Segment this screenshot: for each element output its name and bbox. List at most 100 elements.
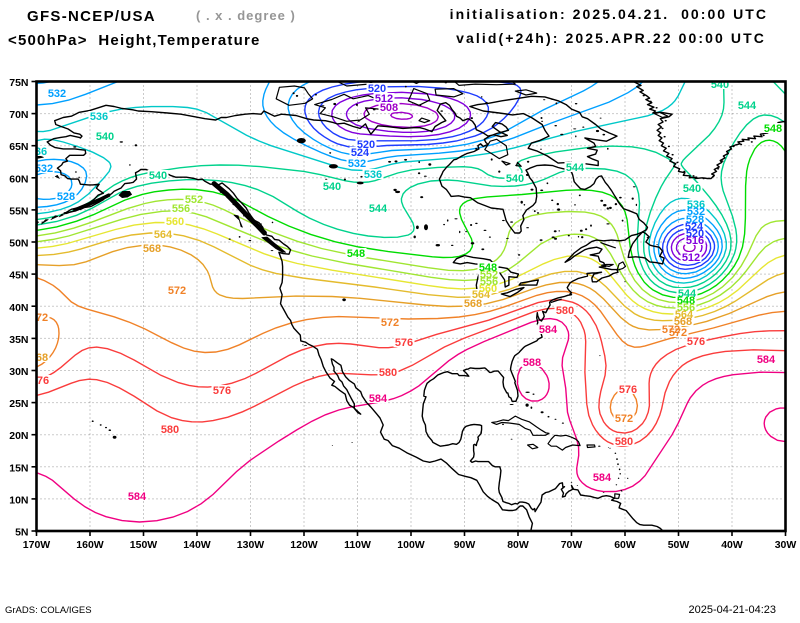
svg-text:564: 564 [675,309,694,321]
svg-text:130W: 130W [237,539,265,551]
svg-text:552: 552 [185,194,203,206]
svg-text:584: 584 [128,491,147,503]
svg-text:20N: 20N [9,430,28,442]
svg-text:572: 572 [662,324,680,336]
svg-text:532: 532 [687,206,705,218]
svg-text:560: 560 [479,283,497,295]
svg-text:580: 580 [556,305,574,317]
svg-text:60N: 60N [9,173,28,185]
svg-text:528: 528 [686,214,704,226]
svg-text:2025-04-21-04:23: 2025-04-21-04:23 [689,604,776,616]
svg-text:512: 512 [375,93,393,105]
svg-text:55N: 55N [9,205,28,217]
svg-text:572: 572 [669,327,687,339]
svg-text:100W: 100W [397,539,425,551]
svg-text:564: 564 [472,289,491,301]
svg-text:548: 548 [347,248,365,260]
svg-text:572: 572 [168,285,186,297]
svg-text:544: 544 [738,100,757,112]
svg-text:40W: 40W [721,539,743,551]
svg-text:50N: 50N [9,238,28,250]
svg-text:576: 576 [213,385,231,397]
svg-text:572: 572 [381,317,399,329]
svg-text:544: 544 [566,162,585,174]
svg-text:548: 548 [479,262,497,274]
svg-text:572: 572 [615,413,633,425]
svg-text:584: 584 [757,354,776,366]
svg-text:512: 512 [682,252,700,264]
svg-text:536: 536 [687,199,705,211]
svg-text:35N: 35N [9,334,28,346]
svg-text:30N: 30N [9,366,28,378]
svg-text:548: 548 [764,123,782,135]
svg-text:160W: 160W [76,539,104,551]
svg-text:15N: 15N [9,462,28,474]
svg-text:540: 540 [506,173,524,185]
svg-text:508: 508 [380,102,398,114]
svg-text:90W: 90W [454,539,476,551]
svg-text:150W: 150W [130,539,158,551]
svg-text:45N: 45N [9,270,28,282]
svg-text:536: 536 [364,169,382,181]
svg-text:556: 556 [172,203,190,215]
svg-text:516: 516 [686,235,704,247]
svg-text:valid(+24h): 2025.APR.22 00:00: valid(+24h): 2025.APR.22 00:00 UTC [456,30,766,46]
svg-text:110W: 110W [344,539,371,551]
svg-text:initialisation: 2025.04.21. 0: initialisation: 2025.04.21. 00:00 UTC [450,6,768,22]
svg-text:544: 544 [369,203,388,215]
svg-text:580: 580 [161,424,179,436]
svg-text:70W: 70W [561,539,583,551]
svg-text:520: 520 [686,228,704,240]
svg-text:5N: 5N [15,527,28,539]
svg-text:556: 556 [480,276,498,288]
svg-text:544: 544 [678,288,697,300]
svg-text:30W: 30W [775,539,797,551]
svg-text:520: 520 [357,139,375,151]
svg-text:552: 552 [480,269,498,281]
svg-text:584: 584 [369,393,388,405]
svg-text:540: 540 [149,170,167,182]
svg-text:588: 588 [523,357,541,369]
svg-text:528: 528 [57,191,75,203]
svg-text:GrADS: COLA/IGES: GrADS: COLA/IGES [5,605,92,616]
svg-text:540: 540 [96,131,114,143]
svg-text:GFS-NCEP/USA: GFS-NCEP/USA [27,8,156,25]
svg-text:568: 568 [674,316,692,328]
svg-text:548: 548 [677,295,695,307]
svg-text:560: 560 [166,216,184,228]
svg-text:584: 584 [539,324,558,336]
svg-text:50W: 50W [668,539,690,551]
svg-text:( . x . degree ): ( . x . degree ) [196,8,296,23]
svg-text:584: 584 [593,472,612,484]
svg-text:170W: 170W [23,539,51,551]
svg-text:60W: 60W [614,539,636,551]
svg-text:524: 524 [685,221,704,233]
svg-text:70N: 70N [9,109,28,121]
svg-text:568: 568 [30,352,48,364]
svg-text:540: 540 [323,181,341,193]
svg-text:568: 568 [464,298,482,310]
svg-text:532: 532 [348,158,366,170]
svg-text:580: 580 [379,367,397,379]
svg-text:120W: 120W [290,539,318,551]
svg-text:536: 536 [90,111,108,123]
svg-text:40N: 40N [9,302,28,314]
svg-text:140W: 140W [183,539,211,551]
svg-text:540: 540 [711,79,729,91]
svg-text:10N: 10N [9,494,28,506]
svg-text:556: 556 [677,302,695,314]
svg-text:540: 540 [683,183,701,195]
svg-text:580: 580 [615,436,633,448]
svg-text:520: 520 [368,83,386,95]
svg-text:576: 576 [619,384,637,396]
svg-text:572: 572 [30,312,48,324]
svg-text:532: 532 [35,163,53,175]
svg-text:536: 536 [29,146,47,158]
svg-text:576: 576 [395,337,413,349]
svg-text:576: 576 [31,375,49,387]
svg-text:65N: 65N [9,141,28,153]
svg-text:<500hPa> Height,Temperature: <500hPa> Height,Temperature [8,32,261,49]
svg-text:524: 524 [351,147,370,159]
svg-text:80W: 80W [507,539,529,551]
svg-text:568: 568 [143,243,161,255]
